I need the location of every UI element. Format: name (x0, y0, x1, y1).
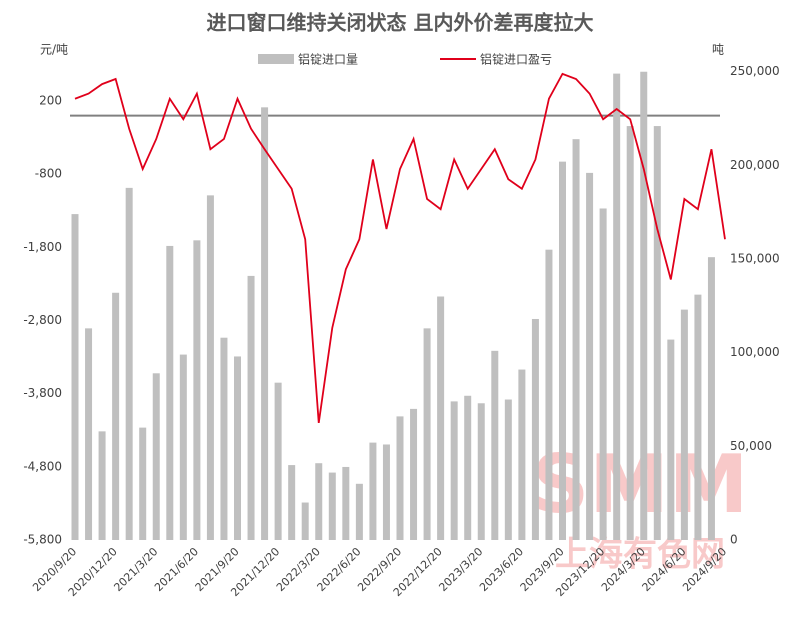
bar (261, 107, 269, 540)
bar (667, 339, 675, 540)
bar (626, 126, 634, 541)
y2-tick-label: 100,000 (730, 345, 780, 359)
y-tick-label: -5,800 (23, 533, 62, 547)
bar (315, 463, 323, 540)
bar (437, 296, 445, 540)
y2-tick-label: 200,000 (730, 158, 780, 172)
bar (396, 416, 404, 540)
y2-tick-label: 250,000 (730, 64, 780, 78)
bar (247, 275, 255, 540)
bar (491, 350, 499, 540)
legend-label: 铝锭进口盈亏 (480, 52, 552, 67)
bar (193, 240, 201, 541)
bar (410, 408, 418, 540)
bar (342, 466, 350, 540)
bar (450, 401, 458, 540)
bar (220, 337, 228, 540)
bar (288, 465, 296, 540)
y-tick-label: -800 (35, 167, 62, 181)
bar (112, 292, 120, 540)
bar (139, 427, 147, 540)
bar (707, 257, 715, 540)
y-tick-label: -2,800 (23, 313, 62, 327)
bar (206, 195, 214, 540)
bar (328, 472, 336, 540)
bar (179, 354, 187, 540)
bar (518, 369, 526, 540)
bar (234, 356, 241, 540)
bar (355, 483, 363, 540)
y2-axis-label: 吨 (712, 43, 724, 57)
y-tick-label: -3,800 (23, 386, 62, 400)
bar (559, 161, 566, 540)
bar (653, 126, 661, 541)
bar (301, 502, 309, 540)
bar (640, 71, 648, 540)
bar (382, 444, 390, 540)
y2-tick-label: 150,000 (730, 252, 780, 266)
bar (613, 73, 621, 540)
watermark-sub: 上海有色网 (555, 535, 725, 575)
bar (274, 382, 282, 540)
bar (694, 294, 702, 540)
bar (125, 187, 133, 540)
y-tick-label: -4,800 (23, 459, 62, 473)
bar (98, 431, 106, 540)
y2-tick-label: 0 (730, 533, 738, 547)
chart-title: 进口窗口维持关闭状态 且内外价差再度拉大 (207, 11, 594, 35)
bar (586, 172, 594, 540)
line (74, 72, 726, 424)
bar (71, 214, 79, 540)
bar (464, 395, 472, 540)
bar (477, 403, 485, 540)
bar (599, 208, 607, 540)
bar (369, 442, 377, 540)
bar (85, 328, 93, 540)
legend-swatch (258, 54, 294, 64)
bar (152, 373, 160, 540)
bar (423, 328, 431, 540)
y-tick-label: -1,800 (23, 240, 62, 254)
bar (545, 249, 553, 540)
legend-label: 铝锭进口量 (298, 52, 358, 67)
y-tick-label: 200 (39, 93, 62, 107)
bar (504, 399, 512, 540)
bar (166, 245, 174, 540)
bar (531, 318, 539, 540)
y2-tick-label: 50,000 (730, 439, 772, 453)
bar (572, 139, 580, 540)
y-axis-label: 元/吨 (40, 43, 68, 57)
bar (680, 309, 688, 540)
